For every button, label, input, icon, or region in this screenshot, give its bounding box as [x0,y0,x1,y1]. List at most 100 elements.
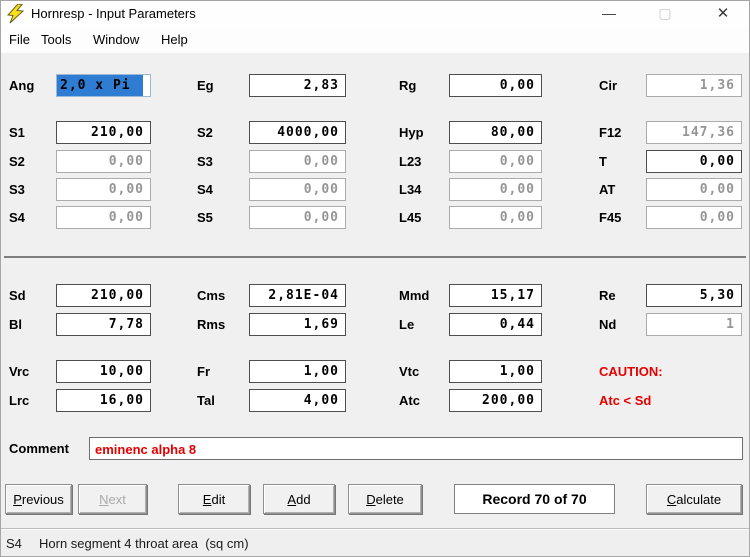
tal-label: Tal [197,393,215,408]
f45-label: F45 [599,210,622,225]
s4-label: S4 [197,182,213,197]
param-row: S3 0,00 S4 0,00 L34 0,00 AT 0,00 [1,178,749,201]
param-row: Ang 2,0 x Pi Eg 2,83 Rg 0,00 Cir 1,36 [1,74,749,97]
section-divider [4,256,746,258]
l23-label: L23 [399,154,422,169]
lrc-field[interactable]: 16,00 [56,389,151,412]
lrc-label: Lrc [9,393,30,408]
s3-label: S3 [197,154,213,169]
s4b-field: 0,00 [56,206,151,229]
f12-field: 147,36 [646,121,742,144]
l34-field: 0,00 [449,178,542,201]
record-indicator: Record 70 of 70 [454,484,615,514]
param-row: S1 210,00 S2 4000,00 Hyp 80,00 F12 147,3… [1,121,749,144]
rg-label: Rg [399,78,417,93]
param-row: Bl 7,78 Rms 1,69 Le 0,44 Nd 1 [1,313,749,336]
f12-label: F12 [599,125,622,140]
status-parameter-description: Horn segment 4 throat area (sq cm) [39,536,249,551]
ang-field[interactable]: 2,0 x Pi [56,74,151,97]
atc-label: Atc [399,393,420,408]
next-button: Next [78,484,147,514]
f45-field: 0,00 [646,206,742,229]
status-bar: S4 Horn segment 4 throat area (sq cm) [1,528,749,556]
cms-field[interactable]: 2,81E-04 [249,284,346,307]
param-row: Lrc 16,00 Tal 4,00 Atc 200,00 [1,389,749,412]
rg-field[interactable]: 0,00 [449,74,542,97]
s1-label: S1 [9,125,25,140]
s2-field[interactable]: 4000,00 [249,121,346,144]
s2-label: S2 [197,125,213,140]
comment-field[interactable]: eminenc alpha 8 [89,437,743,460]
re-field[interactable]: 5,30 [646,284,742,307]
lightning-bolt-icon [7,4,25,24]
nd-label: Nd [599,317,617,332]
s4b-label: S4 [9,210,25,225]
l34-label: L34 [399,182,422,197]
le-field[interactable]: 0,44 [449,313,542,336]
at-field: 0,00 [646,178,742,201]
mmd-field[interactable]: 15,17 [449,284,542,307]
bl-label: Bl [9,317,22,332]
param-row: S2 0,00 S3 0,00 L23 0,00 T 0,00 [1,150,749,173]
re-label: Re [599,288,616,303]
s2b-label: S2 [9,154,25,169]
param-row: Vrc 10,00 Fr 1,00 Vtc 1,00 [1,360,749,383]
param-row: Sd 210,00 Cms 2,81E-04 Mmd 15,17 Re 5,30 [1,284,749,307]
cir-label: Cir [599,78,618,93]
atc-field[interactable]: 200,00 [449,389,542,412]
s5-label: S5 [197,210,213,225]
s3b-label: S3 [9,182,25,197]
rms-label: Rms [197,317,226,332]
l45-field: 0,00 [449,206,542,229]
close-icon[interactable]: ✕ [716,5,730,22]
window-title: Hornresp - Input Parameters [31,6,196,21]
edit-button[interactable]: Edit [178,484,250,514]
delete-button[interactable]: Delete [348,484,422,514]
title-bar: Hornresp - Input Parameters — ▢ ✕ [1,1,749,27]
l45-label: L45 [399,210,422,225]
sd-label: Sd [9,288,26,303]
s3-field: 0,00 [249,150,346,173]
t-label: T [599,154,607,169]
mmd-label: Mmd [399,288,430,303]
rms-field[interactable]: 1,69 [249,313,346,336]
tal-field[interactable]: 4,00 [249,389,346,412]
bl-field[interactable]: 7,78 [56,313,151,336]
s1-field[interactable]: 210,00 [56,121,151,144]
param-row: S4 0,00 S5 0,00 L45 0,00 F45 0,00 [1,206,749,229]
menu-bar: File Tools Window Help [1,27,749,53]
caution-detail: Atc < Sd [599,393,652,408]
s2b-field: 0,00 [56,150,151,173]
vrc-field[interactable]: 10,00 [56,360,151,383]
maximize-icon: ▢ [658,5,672,21]
t-field[interactable]: 0,00 [646,150,742,173]
hyp-field[interactable]: 80,00 [449,121,542,144]
eg-label: Eg [197,78,214,93]
menu-help[interactable]: Help [161,32,188,47]
calculate-button[interactable]: Calculate [646,484,742,514]
hyp-label: Hyp [399,125,424,140]
cir-field: 1,36 [646,74,742,97]
comment-label: Comment [9,441,69,456]
menu-tools[interactable]: Tools [41,32,72,47]
minimize-icon[interactable]: — [602,5,616,21]
fr-label: Fr [197,364,210,379]
s5-field: 0,00 [249,206,346,229]
menu-file[interactable]: File [9,32,30,47]
le-label: Le [399,317,415,332]
vtc-field[interactable]: 1,00 [449,360,542,383]
status-parameter-code: S4 [6,536,22,551]
menu-window[interactable]: Window [93,32,140,47]
sd-field[interactable]: 210,00 [56,284,151,307]
add-button[interactable]: Add [263,484,335,514]
l23-field: 0,00 [449,150,542,173]
nd-field: 1 [646,313,742,336]
previous-button[interactable]: Previous [5,484,72,514]
vtc-label: Vtc [399,364,420,379]
eg-field[interactable]: 2,83 [249,74,346,97]
s3b-field: 0,00 [56,178,151,201]
caution-title: CAUTION: [599,364,663,379]
s4-field: 0,00 [249,178,346,201]
fr-field[interactable]: 1,00 [249,360,346,383]
